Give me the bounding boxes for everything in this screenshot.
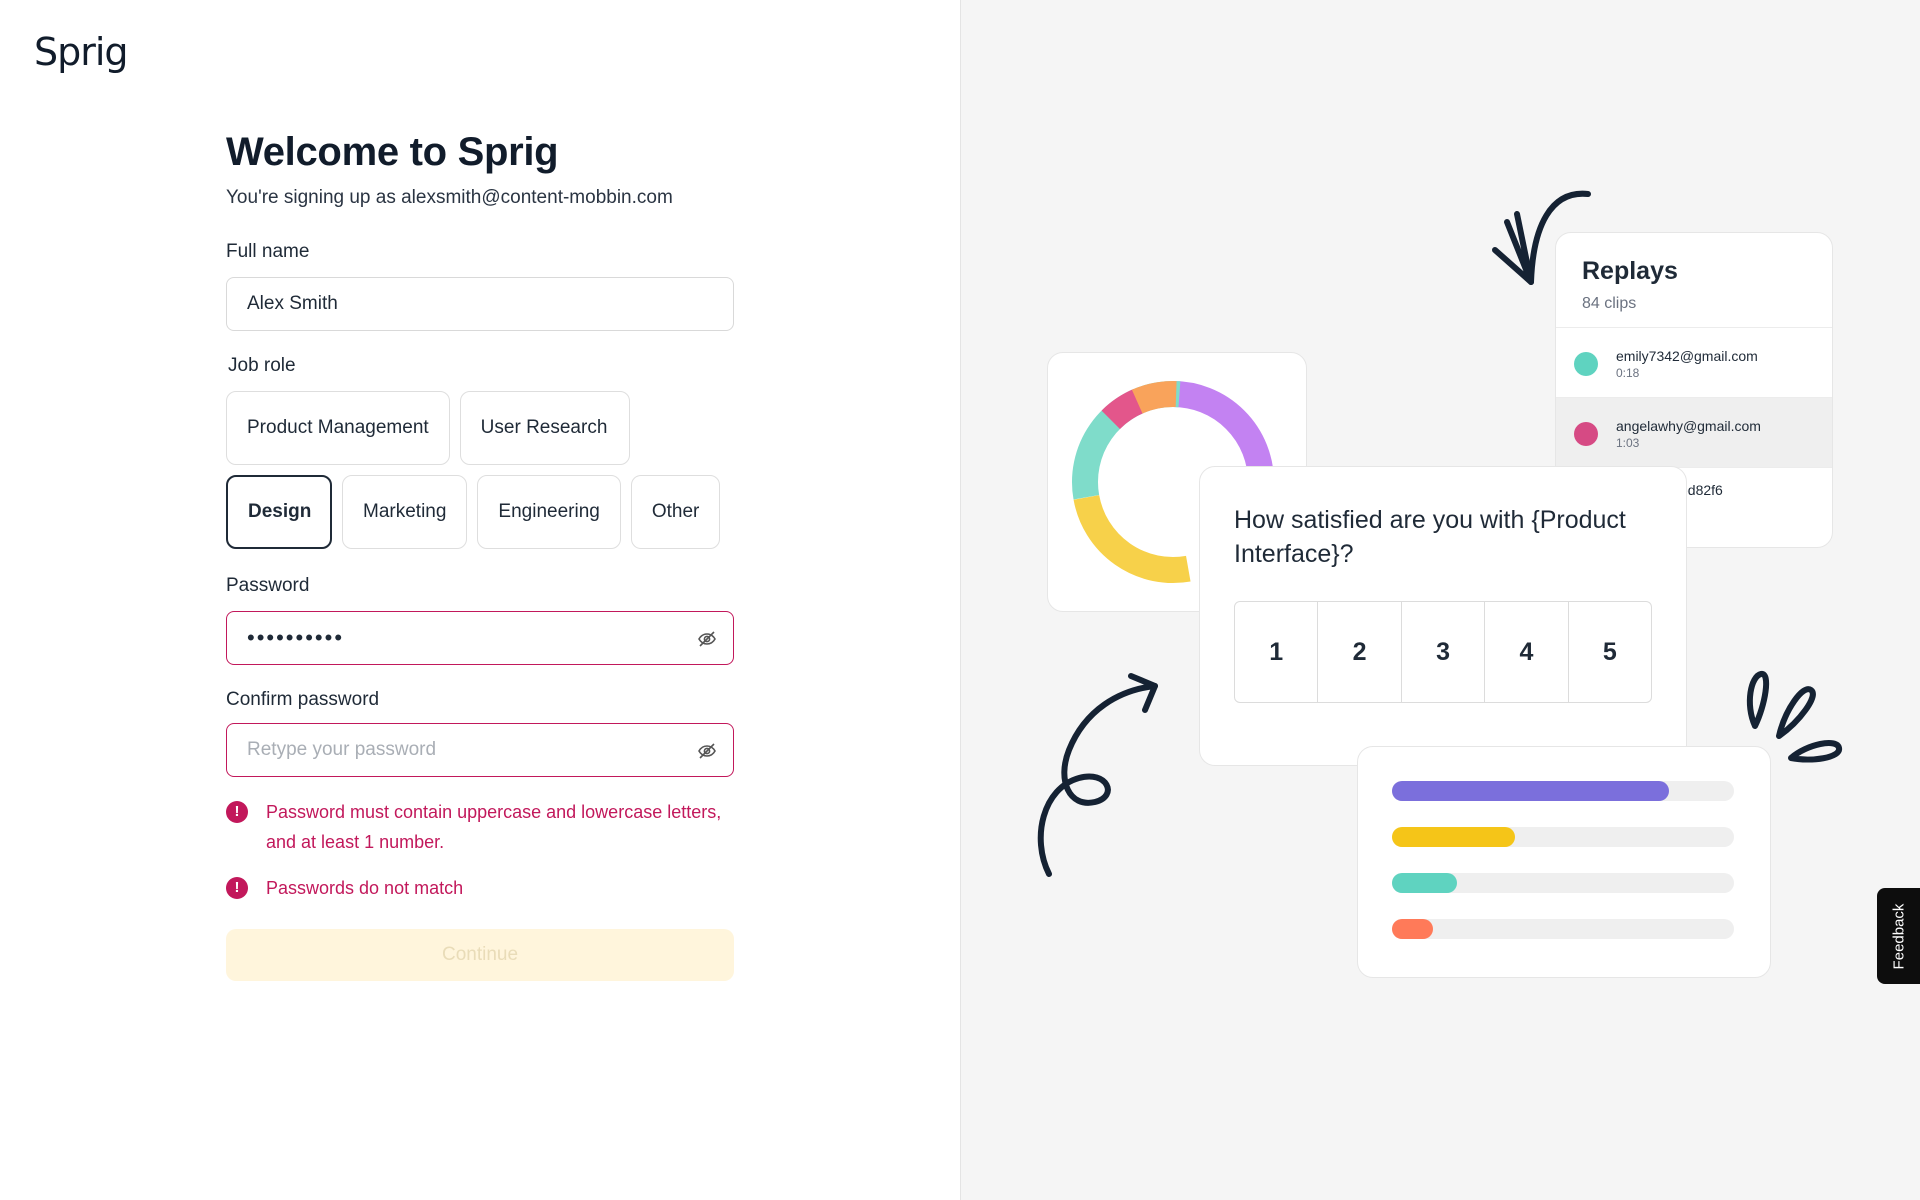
password-label: Password xyxy=(226,575,310,596)
illustration-panel: Replays 84 clips emily7342@gmail.com 0:1… xyxy=(960,0,1920,1200)
sprig-logo[interactable]: Sprig xyxy=(34,30,129,74)
password-rule-error-text: Password must contain uppercase and lowe… xyxy=(266,802,722,852)
survey-card: How satisfied are you with {Product Inte… xyxy=(1199,466,1687,766)
page-title: Welcome to Sprig xyxy=(226,130,559,174)
replays-title: Replays xyxy=(1582,257,1678,285)
avatar xyxy=(1574,352,1598,376)
confirm-password-input[interactable]: Retype your password xyxy=(226,723,734,777)
bar-track xyxy=(1392,781,1734,801)
password-mismatch-error-text: Passwords do not match xyxy=(266,878,464,898)
signup-panel: Sprig Welcome to Sprig You're signing up… xyxy=(34,30,734,981)
replay-email: emily7342@gmail.com xyxy=(1616,348,1758,364)
sparkle-strokes-icon xyxy=(1746,671,1842,763)
replay-duration: 1:03 xyxy=(1616,436,1640,450)
full-name-label: Full name xyxy=(226,241,310,262)
job-role-marketing[interactable]: Marketing xyxy=(342,475,468,549)
hide-password-icon[interactable] xyxy=(697,629,717,649)
signup-email-note: You're signing up as alexsmith@content-m… xyxy=(226,187,673,208)
bar-fill xyxy=(1392,873,1457,893)
password-rule-error: ! Password must contain uppercase and lo… xyxy=(226,797,734,857)
bar-track xyxy=(1392,873,1734,893)
signup-form: Welcome to Sprig You're signing up as al… xyxy=(226,130,734,981)
bar-track xyxy=(1392,919,1734,939)
replays-count: 84 clips xyxy=(1582,295,1637,312)
replay-email: angelawhy@gmail.com xyxy=(1616,418,1761,434)
curly-arrow-icon xyxy=(1037,673,1158,877)
replay-row[interactable]: ed82f6 xyxy=(1556,467,1832,538)
full-name-input[interactable]: Alex Smith xyxy=(226,277,734,331)
bar-chart-card xyxy=(1357,746,1771,978)
job-role-product-management[interactable]: Product Management xyxy=(226,391,450,465)
password-mismatch-error: ! Passwords do not match xyxy=(226,873,734,903)
bar-fill xyxy=(1392,827,1516,847)
bar-track xyxy=(1392,827,1734,847)
bar-fill xyxy=(1392,919,1434,939)
hide-confirm-password-icon[interactable] xyxy=(697,741,717,761)
replay-row[interactable]: emily7342@gmail.com 0:18 xyxy=(1556,327,1832,398)
confirm-password-placeholder: Retype your password xyxy=(247,739,437,760)
feedback-label: Feedback xyxy=(1890,903,1908,969)
replay-row[interactable]: angelawhy@gmail.com 1:03 xyxy=(1556,397,1832,468)
rating-option-1[interactable]: 1 xyxy=(1235,602,1319,702)
rating-scale: 1 2 3 4 5 xyxy=(1234,601,1652,703)
confirm-password-label: Confirm password xyxy=(226,689,380,710)
swirl-arrow-top-icon xyxy=(1492,190,1591,285)
job-role-design[interactable]: Design xyxy=(226,475,332,549)
avatar xyxy=(1574,422,1598,446)
bar-fill xyxy=(1392,781,1670,801)
job-role-user-research[interactable]: User Research xyxy=(459,391,630,465)
rating-option-4[interactable]: 4 xyxy=(1485,602,1569,702)
continue-button[interactable]: Continue xyxy=(226,929,734,981)
error-icon: ! xyxy=(226,877,248,899)
survey-question: How satisfied are you with {Product Inte… xyxy=(1234,506,1626,568)
replay-email: ed82f6 xyxy=(1680,482,1723,498)
password-value: •••••••••• xyxy=(247,625,345,650)
full-name-value: Alex Smith xyxy=(247,293,338,314)
rating-option-2[interactable]: 2 xyxy=(1318,602,1402,702)
job-role-label: Job role xyxy=(228,355,296,376)
feedback-tab[interactable]: Feedback xyxy=(1877,888,1920,984)
job-role-options: Product Management User Research Design … xyxy=(226,391,734,549)
rating-option-5[interactable]: 5 xyxy=(1602,637,1617,666)
error-icon: ! xyxy=(226,801,248,823)
replay-duration: 0:18 xyxy=(1616,366,1640,380)
password-input[interactable]: •••••••••• xyxy=(226,611,734,665)
rating-option-3[interactable]: 3 xyxy=(1402,602,1486,702)
job-role-engineering[interactable]: Engineering xyxy=(477,475,621,549)
job-role-other[interactable]: Other xyxy=(630,475,721,549)
